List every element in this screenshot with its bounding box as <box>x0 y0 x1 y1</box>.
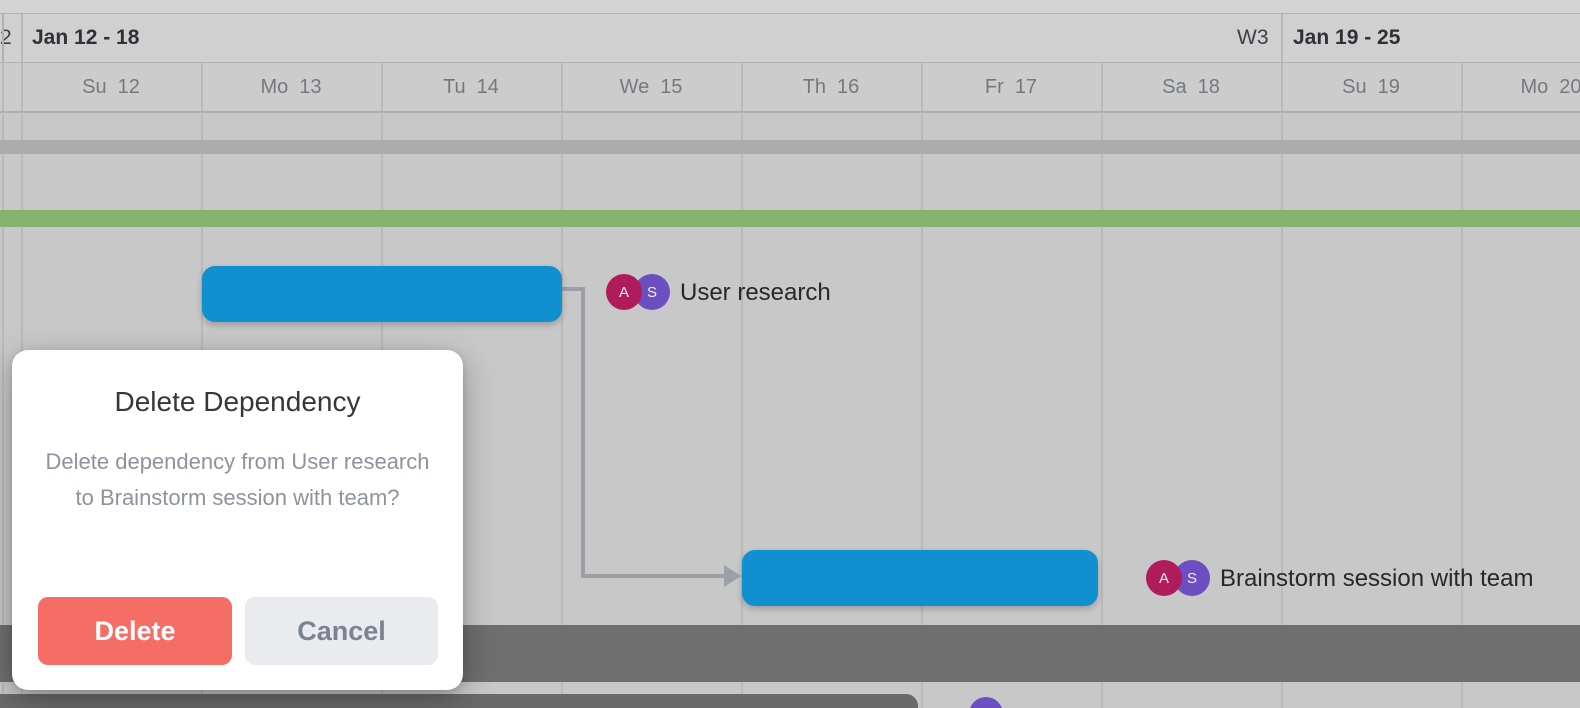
dependency-line[interactable] <box>562 287 585 291</box>
taskbar-brainstorm-session[interactable] <box>742 550 1098 606</box>
dependency-line[interactable] <box>581 287 585 578</box>
dialog-title: Delete Dependency <box>114 386 361 417</box>
cancel-button[interactable]: Cancel <box>245 597 438 665</box>
week-number-tag: W3 <box>1237 26 1269 49</box>
week-divider <box>21 14 23 62</box>
day-header-su12: Su 12 <box>82 75 140 98</box>
green-project-bar[interactable] <box>0 210 1580 227</box>
day-divider <box>561 63 563 111</box>
grid-line <box>921 112 923 708</box>
avatar-s[interactable]: S <box>1174 560 1210 596</box>
dependency-line[interactable] <box>581 574 726 578</box>
day-divider <box>21 63 23 111</box>
grid-line <box>2 112 4 708</box>
day-header-mo13: Mo 13 <box>260 75 322 98</box>
day-header-su19: Su 19 <box>1342 75 1400 98</box>
day-divider <box>921 63 923 111</box>
partial-task-bar-bottom[interactable] <box>0 694 918 708</box>
day-header-tu14: Tu 14 <box>443 75 499 98</box>
prev-week-tag-cutoff: 2 <box>0 26 12 49</box>
task-label-user-research: User research <box>680 279 831 306</box>
day-divider <box>1461 63 1463 111</box>
avatar-a[interactable]: A <box>606 274 642 310</box>
grid-line <box>561 112 563 708</box>
week-range-label: Jan 12 - 18 <box>32 26 140 49</box>
day-header-th16: Th 16 <box>802 75 860 98</box>
task-label-brainstorm-session: Brainstorm session with team <box>1220 565 1534 592</box>
day-divider <box>1281 63 1283 111</box>
delete-button[interactable]: Delete <box>38 597 232 665</box>
day-divider <box>201 63 203 111</box>
taskbar-user-research[interactable] <box>202 266 562 322</box>
week-divider <box>1281 14 1283 62</box>
grid-line <box>1281 112 1283 708</box>
day-header-mo20: Mo 20 <box>1520 75 1580 98</box>
day-divider <box>1101 63 1103 111</box>
grid-line <box>741 112 743 708</box>
day-header-we15: We 15 <box>619 75 683 98</box>
day-header-row: Su 12 Mo 13 Tu 14 We 15 Th 16 Fr 17 Sa 18 Su 19 … <box>0 63 1580 113</box>
week-header-row: 2 Jan 12 - 18 W3 Jan 19 - 25 <box>0 14 1580 63</box>
day-header-fr17: Fr 17 <box>984 75 1038 98</box>
day-divider <box>2 63 4 111</box>
grid-line <box>1461 112 1463 708</box>
week-divider <box>2 14 4 62</box>
day-header-sa18: Sa 18 <box>1162 75 1220 98</box>
week-range-label: Jan 19 - 25 <box>1293 26 1401 49</box>
day-divider <box>381 63 383 111</box>
summary-bar[interactable] <box>0 140 1580 154</box>
avatar-sliver-bottom <box>969 697 1003 708</box>
grid-line <box>1101 112 1103 708</box>
avatar-a[interactable]: A <box>1146 560 1182 596</box>
dialog-message: Delete dependency from User research to … <box>45 449 430 510</box>
dependency-arrowhead-icon <box>724 565 741 587</box>
header-top-strip <box>0 0 1580 14</box>
dialog-button-row: Delete Cancel <box>38 597 438 665</box>
delete-dependency-dialog: Delete Dependency Delete dependency from… <box>12 350 463 690</box>
day-divider <box>741 63 743 111</box>
